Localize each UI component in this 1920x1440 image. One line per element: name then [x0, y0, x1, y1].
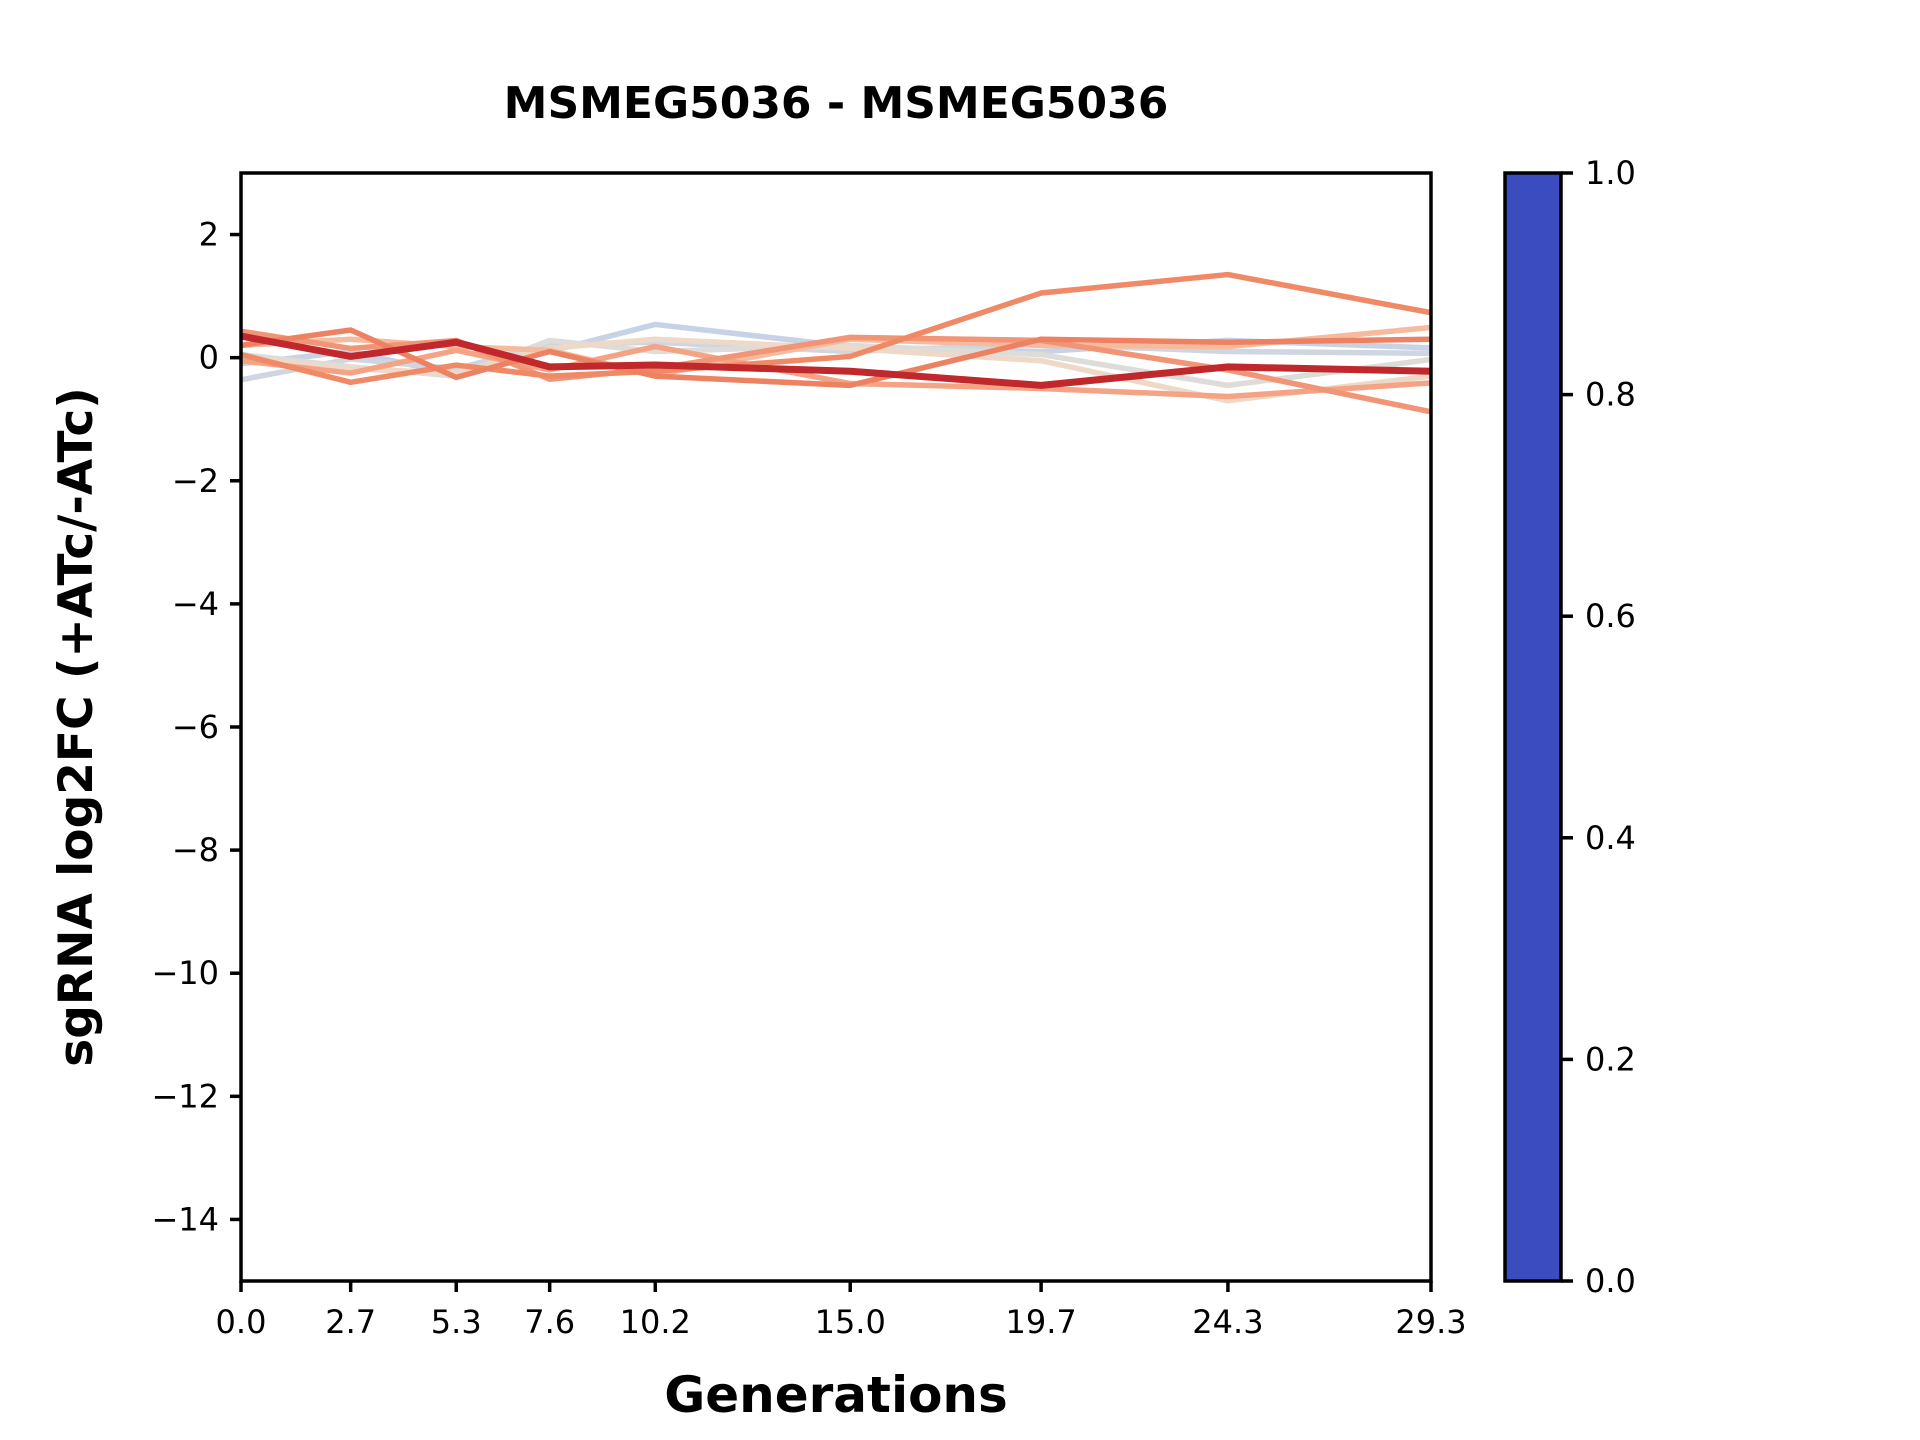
- series-line-6: [241, 343, 1431, 400]
- x-tick-label: 0.0: [216, 1303, 267, 1341]
- chart-title: MSMEG5036 - MSMEG5036: [504, 78, 1169, 129]
- y-tick-label: −14: [151, 1200, 219, 1238]
- y-tick-label: −6: [172, 708, 219, 746]
- x-tick-label: 5.3: [431, 1303, 482, 1341]
- x-tick-label: 19.7: [1005, 1303, 1076, 1341]
- y-tick-label: −4: [172, 585, 219, 623]
- colorbar-tick-label: 0.4: [1585, 819, 1636, 857]
- y-axis-label: sgRNA log2FC (+ATc/-ATc): [49, 387, 104, 1066]
- colorbar-frame: [1503, 171, 1563, 1283]
- y-tick-label: 2: [199, 216, 219, 254]
- colorbar-tick-label: 0.2: [1585, 1040, 1636, 1078]
- x-tick-label: 24.3: [1192, 1303, 1263, 1341]
- colorbar-tick-label: 0.6: [1585, 597, 1636, 635]
- colorbar-ticks: 0.0 0.2 0.4 0.6 0.8 1.0: [1561, 154, 1636, 1300]
- series-lines: [241, 271, 1431, 415]
- x-tick-label: 29.3: [1395, 1303, 1466, 1341]
- colorbar-tick-label: 0.8: [1585, 376, 1636, 414]
- series-line-9: [241, 327, 1431, 389]
- y-tick-label: −12: [151, 1077, 219, 1115]
- y-axis-ticks: 2 0 −2 −4 −6 −8 −10 −12 −14: [151, 216, 241, 1238]
- y-tick-label: 0: [199, 339, 219, 377]
- colorbar: [1505, 173, 1561, 1281]
- x-tick-label: 10.2: [620, 1303, 691, 1341]
- x-axis-ticks: 0.0 2.7 5.3 7.6 10.2 15.0 19.7 24.3 29.3: [216, 1281, 1467, 1341]
- x-tick-label: 15.0: [815, 1303, 886, 1341]
- series-line-4: [241, 336, 1431, 404]
- x-tick-label: 2.7: [325, 1303, 376, 1341]
- colorbar-tick-label: 0.0: [1585, 1262, 1636, 1300]
- x-axis-label: Generations: [664, 1366, 1008, 1424]
- y-tick-label: −2: [172, 462, 219, 500]
- series-line-10: [241, 332, 1431, 389]
- series-line-2: [241, 339, 1431, 383]
- y-tick-label: −8: [172, 831, 219, 869]
- y-tick-label: −10: [151, 954, 219, 992]
- colorbar-tick-label: 1.0: [1585, 154, 1636, 192]
- x-tick-label: 7.6: [524, 1303, 575, 1341]
- series-line-8: [241, 271, 1431, 386]
